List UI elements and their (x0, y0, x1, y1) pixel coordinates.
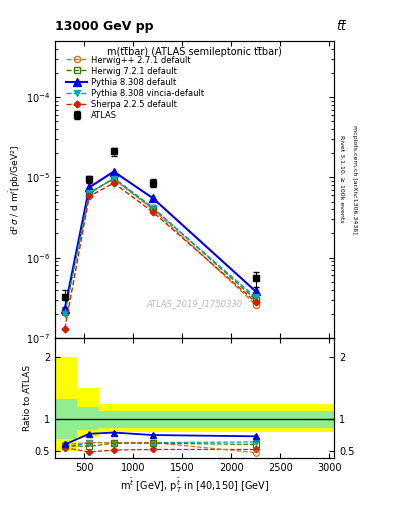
Pythia 8.308 default (62, 306, 67, 312)
Pythia 8.308 vincia-default (253, 294, 258, 301)
Text: Rivet 3.1.10, ≥ 100k events: Rivet 3.1.10, ≥ 100k events (339, 135, 344, 223)
X-axis label: m$^{\bar{t}}$ [GeV], p$_T^{\bar{t}}$ in [40,150] [GeV]: m$^{\bar{t}}$ [GeV], p$_T^{\bar{t}}$ in … (120, 477, 269, 496)
Herwig++ 2.7.1 default (87, 189, 92, 196)
Text: 13000 GeV pp: 13000 GeV pp (55, 20, 154, 33)
Y-axis label: Ratio to ATLAS: Ratio to ATLAS (23, 365, 32, 431)
Herwig 7.2.1 default (151, 204, 155, 210)
Pythia 8.308 default (87, 184, 92, 190)
Legend: Herwig++ 2.7.1 default, Herwig 7.2.1 default, Pythia 8.308 default, Pythia 8.308: Herwig++ 2.7.1 default, Herwig 7.2.1 def… (65, 54, 206, 122)
Herwig 7.2.1 default (62, 309, 67, 315)
Y-axis label: d$^2\sigma$ / d m$^{\bar{t}}$[pb/GeV$^2$]: d$^2\sigma$ / d m$^{\bar{t}}$[pb/GeV$^2$… (7, 144, 23, 234)
Pythia 8.308 vincia-default (62, 311, 67, 317)
Sherpa 2.2.5 default (87, 193, 92, 199)
Herwig++ 2.7.1 default (62, 307, 67, 313)
Herwig++ 2.7.1 default (111, 176, 116, 182)
Sherpa 2.2.5 default (111, 180, 116, 186)
Sherpa 2.2.5 default (62, 326, 67, 332)
Line: Herwig++ 2.7.1 default: Herwig++ 2.7.1 default (62, 176, 259, 313)
Sherpa 2.2.5 default (253, 299, 258, 305)
Text: tt̅: tt̅ (336, 20, 346, 33)
Pythia 8.308 default (151, 195, 155, 201)
Line: Herwig 7.2.1 default: Herwig 7.2.1 default (62, 175, 259, 315)
Sherpa 2.2.5 default (151, 209, 155, 215)
Text: mcplots.cern.ch [arXiv:1306.3436]: mcplots.cern.ch [arXiv:1306.3436] (352, 125, 357, 233)
Line: Pythia 8.308 vincia-default: Pythia 8.308 vincia-default (62, 176, 259, 317)
Pythia 8.308 default (111, 168, 116, 175)
Herwig 7.2.1 default (111, 175, 116, 181)
Text: m(tt̅bar) (ATLAS semileptonic tt̅bar): m(tt̅bar) (ATLAS semileptonic tt̅bar) (107, 47, 282, 57)
Herwig++ 2.7.1 default (151, 206, 155, 212)
Pythia 8.308 vincia-default (111, 176, 116, 182)
Line: Sherpa 2.2.5 default: Sherpa 2.2.5 default (62, 181, 258, 331)
Text: ATLAS_2019_I1750330: ATLAS_2019_I1750330 (147, 299, 242, 308)
Pythia 8.308 vincia-default (87, 190, 92, 196)
Pythia 8.308 vincia-default (151, 205, 155, 211)
Pythia 8.308 default (253, 288, 258, 294)
Herwig++ 2.7.1 default (253, 302, 258, 308)
Herwig 7.2.1 default (87, 190, 92, 197)
Herwig 7.2.1 default (253, 296, 258, 303)
Line: Pythia 8.308 default: Pythia 8.308 default (61, 168, 259, 313)
